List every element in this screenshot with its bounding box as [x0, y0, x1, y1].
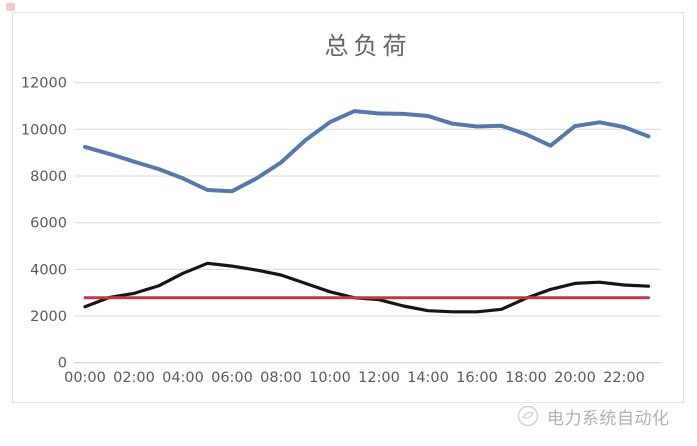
x-tick-label: 00:00 [64, 370, 106, 386]
corner-artifact [6, 3, 15, 11]
x-tick-label: 06:00 [211, 370, 253, 386]
watermark: 电力系统自动化 [516, 403, 670, 429]
y-tick-label: 8000 [30, 169, 67, 185]
chart-title: 总负荷 [324, 32, 412, 60]
series-secondary-load-black [83, 261, 651, 314]
x-tick-label: 18:00 [505, 370, 547, 386]
x-tick-label: 14:00 [407, 370, 449, 386]
x-tick-label: 04:00 [162, 370, 204, 386]
chart-frame [12, 12, 684, 403]
x-tick-label: 10:00 [309, 370, 351, 386]
x-tick-label: 08:00 [260, 370, 302, 386]
x-tick-label: 02:00 [113, 370, 155, 386]
x-tick-label: 16:00 [456, 370, 498, 386]
watermark-text: 电力系统自动化 [547, 408, 670, 429]
y-tick-label: 2000 [30, 309, 67, 325]
y-tick-label: 12000 [21, 76, 67, 92]
x-tick-label: 22:00 [603, 370, 645, 386]
series-total-load-blue [83, 109, 651, 194]
y-tick-label: 10000 [21, 122, 67, 138]
swirl-logo-icon [517, 405, 539, 427]
y-tick-label: 4000 [30, 262, 67, 278]
y-tick-label: 0 [58, 356, 67, 372]
x-tick-label: 20:00 [554, 370, 596, 386]
x-tick-label: 12:00 [358, 370, 400, 386]
y-tick-label: 6000 [30, 216, 67, 232]
